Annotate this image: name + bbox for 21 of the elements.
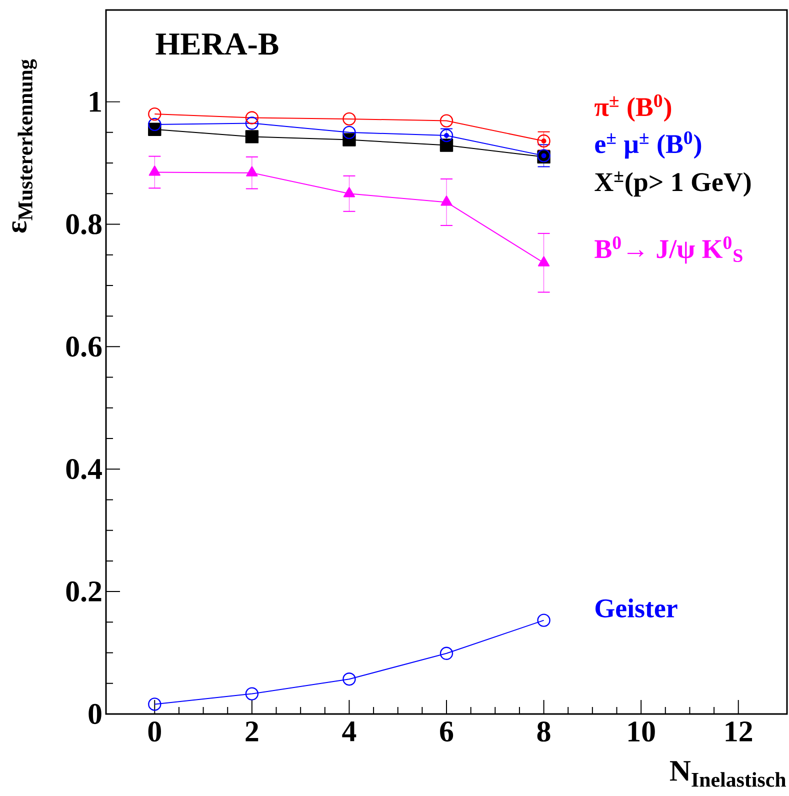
- series-label: π$^{±}$ (B$^{0}$): [594, 94, 672, 122]
- y-tick-label: 0: [88, 704, 102, 724]
- series-label: B$^{0}$→ J/ψ K$^{0}$S: [594, 236, 742, 264]
- x-tick-label: 0: [148, 722, 161, 742]
- y-tick-label: 1: [90, 92, 101, 112]
- x-tick-label: 8: [537, 722, 550, 742]
- x-tick-label: 4: [342, 722, 356, 742]
- y-axis-title: $\mathbf{ε}_{\mathbf{Mustererkennung}}$: [12, 59, 37, 233]
- x-tick-label: 10: [628, 722, 655, 742]
- y-tick-label: 0.6: [66, 336, 102, 357]
- y-tick-label: 0.2: [66, 581, 102, 602]
- x-axis-title: $\mathbf{N}_{\mathbf{Inelastisch}}$: [670, 761, 786, 787]
- x-tick-label: 2: [246, 722, 258, 742]
- y-tick-label: 0.8: [66, 214, 102, 234]
- x-tick-label: 12: [726, 722, 752, 742]
- series-label: Geister: [596, 598, 678, 618]
- series-label: e$^{±}$ μ$^{±}$ (B$^{0}$): [595, 131, 702, 159]
- x-tick-label: 6: [440, 722, 454, 742]
- series-label: X$^{±}$(p> 1 GeV): [594, 171, 751, 197]
- y-tick-label: 0.4: [66, 458, 102, 480]
- text: HERA-B: [156, 33, 278, 55]
